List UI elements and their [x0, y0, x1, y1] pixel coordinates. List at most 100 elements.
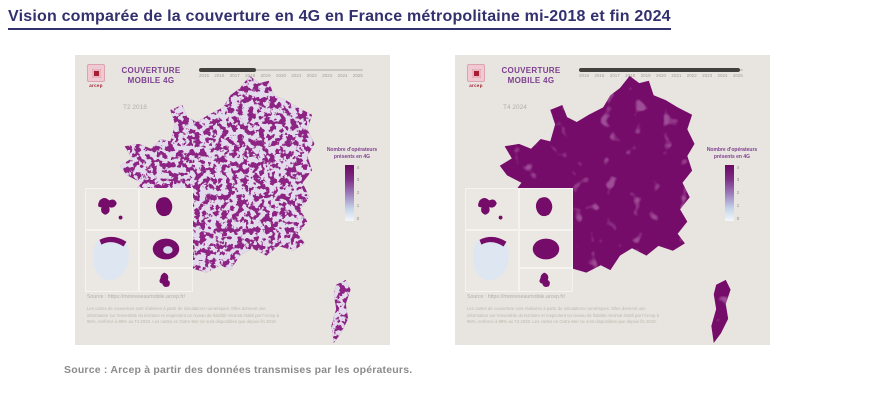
- app-title-line1: COUVERTURE: [501, 66, 561, 75]
- year-tick-label: 2020: [275, 73, 286, 78]
- legend-title-line2: présents en 4G: [713, 153, 751, 160]
- map-legend: Nombre d'opérateurs présents en 4G 4 3 2 1 0: [318, 147, 386, 221]
- legend-title: Nombre d'opérateurs présents en 4G: [698, 147, 766, 161]
- overseas-insets: [465, 188, 573, 292]
- inset-guadeloupe: [85, 188, 139, 230]
- arcep-logo-icon: [467, 64, 485, 82]
- year-tick-label: 2025: [732, 73, 743, 78]
- app-title: COUVERTURE MOBILE 4G: [113, 66, 189, 87]
- legend-tick-label: 4: [736, 164, 740, 170]
- year-tick-label: 2020: [655, 73, 666, 78]
- reunion-shape: [532, 238, 560, 260]
- guyane-coast-shape: [479, 236, 507, 247]
- year-tick-label: 2018: [245, 73, 256, 78]
- panel-source-url: Source : https://monreseaumobile.arcep.f…: [467, 294, 566, 300]
- reunion-center-shape: [163, 246, 173, 254]
- map-panel-2024: arcep COUVERTURE MOBILE 4G 2015 2016 2017 2…: [455, 55, 770, 345]
- inset-guyane: [85, 230, 139, 292]
- map-panel-2018: arcep COUVERTURE MOBILE 4G 2015 2016 2017 2…: [75, 55, 390, 345]
- guyane-shape: [473, 237, 509, 281]
- legend-tick-labels: 4 3 2 1 0: [357, 165, 360, 221]
- page-title-text: Vision comparée de la couverture en 4G e…: [8, 8, 671, 30]
- legend-tick-label: 0: [736, 215, 740, 221]
- year-tick-label: 2022: [686, 73, 697, 78]
- legend-tick-label: 2: [356, 190, 360, 195]
- legend-tick-label: 2: [736, 190, 740, 195]
- year-tick-label: 2025: [352, 73, 363, 78]
- arcep-logo-glyph-icon: [91, 68, 101, 78]
- guadeloupe-shape: [478, 198, 497, 215]
- legend-tick-label: 1: [736, 202, 740, 208]
- inset-mayotte: [139, 268, 193, 292]
- year-tick-label: 2016: [594, 73, 605, 78]
- year-tick-label: 2015: [199, 73, 210, 78]
- year-tick-label: 2024: [337, 73, 348, 78]
- legend-tick-label: 1: [356, 202, 360, 208]
- arcep-logo-glyph-icon: [471, 68, 481, 78]
- year-tick-label: 2016: [214, 73, 225, 78]
- year-tick-label: 2015: [579, 73, 590, 78]
- legend-title: Nombre d'opérateurs présents en 4G: [318, 147, 386, 161]
- year-tick-label: 2022: [306, 73, 317, 78]
- legend-title-line1: Nombre d'opérateurs: [326, 147, 378, 153]
- year-tick-label: 2023: [322, 73, 333, 78]
- year-tick-label: 2024: [717, 73, 728, 78]
- mayotte-shape: [539, 272, 550, 287]
- legend-tick-label: 0: [356, 215, 360, 221]
- arcep-logo-label: arcep: [469, 83, 483, 88]
- legend-tick-label: 4: [356, 164, 360, 170]
- app-title-line2: MOBILE 4G: [127, 76, 175, 86]
- martinique-shape: [155, 197, 173, 217]
- legend-title-line1: Nombre d'opérateurs: [706, 147, 758, 153]
- timeline-progress: [199, 68, 257, 72]
- year-tick-label: 2021: [671, 73, 682, 78]
- legend-title-line2: présents en 4G: [333, 153, 371, 160]
- timeline: 2015 2016 2017 2018 2019 2020 2021 2022 2023 2024…: [199, 68, 363, 78]
- figure-source-note: Source : Arcep à partir des données tran…: [64, 364, 413, 376]
- year-tick-label: 2017: [609, 73, 620, 78]
- timeline-progress: [579, 68, 740, 72]
- inset-mayotte: [519, 268, 573, 292]
- app-title-line2: MOBILE 4G: [507, 76, 555, 86]
- legend-gradient-bar: [344, 164, 354, 221]
- timeline: 2015 2016 2017 2018 2019 2020 2021 2022 2023 2024…: [579, 68, 743, 78]
- year-tick-label: 2019: [640, 73, 651, 78]
- inset-guyane: [465, 230, 519, 292]
- guyane-shape: [93, 237, 129, 281]
- legend-tick-label: 3: [736, 177, 740, 183]
- legend-gradient-bar: [724, 164, 734, 221]
- overseas-insets: [85, 188, 193, 292]
- arcep-logo-icon: [87, 64, 105, 82]
- guyane-coast-shape: [99, 236, 127, 247]
- inset-martinique: [519, 188, 573, 230]
- inset-martinique: [139, 188, 193, 230]
- timeline-year-labels: 2015 2016 2017 2018 2019 2020 2021 2022 2023 2024…: [199, 73, 363, 78]
- legend-tick-label: 3: [356, 177, 360, 183]
- year-tick-label: 2017: [229, 73, 240, 78]
- app-title-line1: COUVERTURE: [121, 66, 181, 75]
- panel-disclaimer: Les cartes de couverture sont réalisées …: [87, 306, 279, 325]
- year-tick-label: 2018: [625, 73, 636, 78]
- year-tick-label: 2023: [702, 73, 713, 78]
- timeline-slider[interactable]: [579, 68, 743, 72]
- period-label: T2 2018: [123, 104, 147, 111]
- timeline-year-labels: 2015 2016 2017 2018 2019 2020 2021 2022 2023 2024…: [579, 73, 743, 78]
- period-label: T4 2024: [503, 104, 527, 111]
- map-legend: Nombre d'opérateurs présents en 4G 4 3 2 1 0: [698, 147, 766, 221]
- timeline-slider[interactable]: [199, 68, 363, 72]
- inset-reunion: [139, 230, 193, 268]
- panel-source-url: Source : https://monreseaumobile.arcep.f…: [87, 294, 186, 300]
- year-tick-label: 2021: [291, 73, 302, 78]
- martinique-shape: [535, 197, 553, 217]
- guadeloupe-shape: [98, 198, 117, 215]
- inset-reunion: [519, 230, 573, 268]
- page-title: Vision comparée de la couverture en 4G e…: [8, 8, 671, 30]
- inset-guadeloupe: [465, 188, 519, 230]
- app-title: COUVERTURE MOBILE 4G: [493, 66, 569, 87]
- year-tick-label: 2019: [260, 73, 271, 78]
- legend-tick-labels: 4 3 2 1 0: [737, 165, 740, 221]
- panel-disclaimer: Les cartes de couverture sont réalisées …: [467, 306, 659, 325]
- mayotte-shape: [159, 272, 170, 287]
- arcep-logo-label: arcep: [89, 83, 103, 88]
